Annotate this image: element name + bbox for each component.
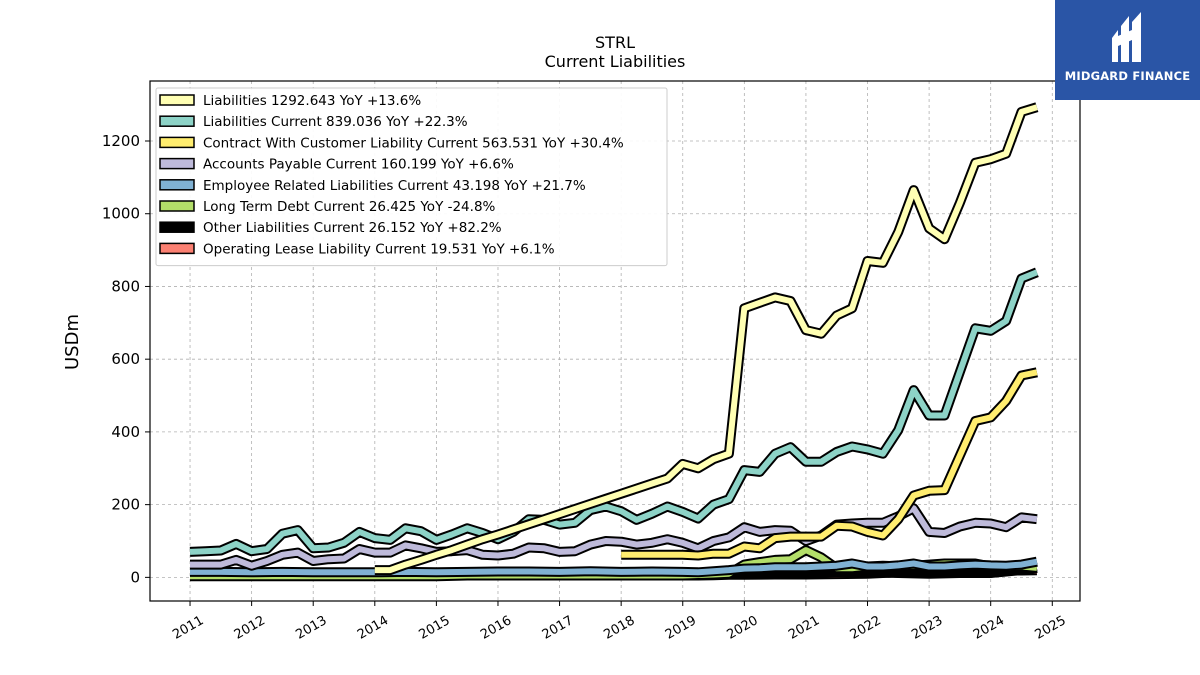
- brand-name: MIDGARD FINANCE: [1064, 69, 1191, 83]
- brand-logo: MIDGARD FINANCE: [1055, 0, 1200, 100]
- x-tick-label: 2014: [355, 613, 391, 643]
- x-tick-label: 2016: [478, 613, 514, 643]
- chart-title: STRL: [595, 33, 635, 52]
- y-tick-label: 1000: [102, 205, 140, 223]
- series-liabilities: [374, 102, 1039, 576]
- chart-subtitle: Current Liabilities: [545, 52, 686, 71]
- x-tick-label: 2017: [540, 613, 576, 643]
- series-layer: [189, 102, 1039, 582]
- x-tick-label: 2022: [848, 613, 884, 643]
- y-tick-label: 0: [130, 568, 140, 586]
- legend-item: Liabilities 1292.643 YoY +13.6%: [159, 93, 421, 109]
- legend-swatch: [159, 221, 195, 233]
- legend-item: Long Term Debt Current 26.425 YoY -24.8%: [159, 199, 496, 215]
- x-tick-label: 2012: [232, 613, 268, 643]
- legend: Liabilities 1292.643 YoY +13.6% Liabiliti…: [155, 87, 668, 267]
- legend-item: Employee Related Liabilities Current 43.…: [159, 178, 586, 194]
- x-tick-label: 2025: [1032, 613, 1068, 643]
- y-tick-label: 200: [111, 496, 140, 514]
- legend-item: Liabilities Current 839.036 YoY +22.3%: [159, 114, 468, 130]
- legend-swatch: [159, 200, 195, 212]
- x-tick-label: 2013: [293, 613, 329, 643]
- x-tick-label: 2023: [909, 613, 945, 643]
- legend-item: Accounts Payable Current 160.199 YoY +6.…: [159, 157, 514, 173]
- brand-logo-icon: [1112, 12, 1141, 62]
- plot-frame: [149, 80, 1081, 602]
- legend-swatch: [159, 179, 195, 191]
- legend-label: Accounts Payable Current 160.199 YoY +6.…: [203, 157, 514, 173]
- x-tick-label: 2011: [170, 613, 206, 643]
- legend-box: [155, 87, 668, 267]
- series-line: [374, 104, 1038, 574]
- series-contract-with-customer-liability-current: [621, 367, 1038, 561]
- legend-swatch: [159, 94, 195, 106]
- legend-swatch: [159, 157, 195, 170]
- y-tick-label: 1200: [102, 132, 140, 150]
- x-tick-label: 2020: [725, 613, 761, 643]
- legend-label: Contract With Customer Liability Current…: [203, 135, 624, 151]
- legend-label: Liabilities 1292.643 YoY +13.6%: [203, 93, 421, 109]
- legend-label: Other Liabilities Current 26.152 YoY +82…: [203, 220, 502, 236]
- x-tick-label: 2021: [786, 613, 822, 643]
- legend-item: Operating Lease Liability Current 19.531…: [159, 241, 555, 257]
- series-line: [189, 269, 1039, 555]
- legend-swatch: [159, 242, 195, 255]
- series-liabilities-current: [189, 267, 1039, 557]
- y-tick-label: 600: [111, 350, 140, 368]
- legend-item: Other Liabilities Current 26.152 YoY +82…: [159, 220, 502, 236]
- y-axis-label: USDm: [62, 314, 83, 370]
- legend-swatch: [159, 115, 195, 127]
- x-tick-label: 2024: [971, 613, 1007, 643]
- series-outline: [190, 503, 1038, 571]
- legend-label: Liabilities Current 839.036 YoY +22.3%: [203, 114, 468, 130]
- legend-label: Long Term Debt Current 26.425 YoY -24.8%: [203, 199, 496, 215]
- legend-label: Operating Lease Liability Current 19.531…: [203, 241, 555, 257]
- y-tick-label: 800: [111, 277, 140, 295]
- legend-swatch: [159, 136, 195, 149]
- series-accounts-payable-current: [190, 503, 1038, 571]
- series-line: [621, 369, 1038, 559]
- x-tick-label: 2015: [417, 613, 453, 643]
- x-tick-label: 2019: [663, 613, 699, 643]
- legend-item: Contract With Customer Liability Current…: [159, 135, 624, 151]
- x-tick-label: 2018: [601, 613, 637, 643]
- legend-label: Employee Related Liabilities Current 43.…: [203, 178, 586, 194]
- y-tick-label: 400: [111, 423, 140, 441]
